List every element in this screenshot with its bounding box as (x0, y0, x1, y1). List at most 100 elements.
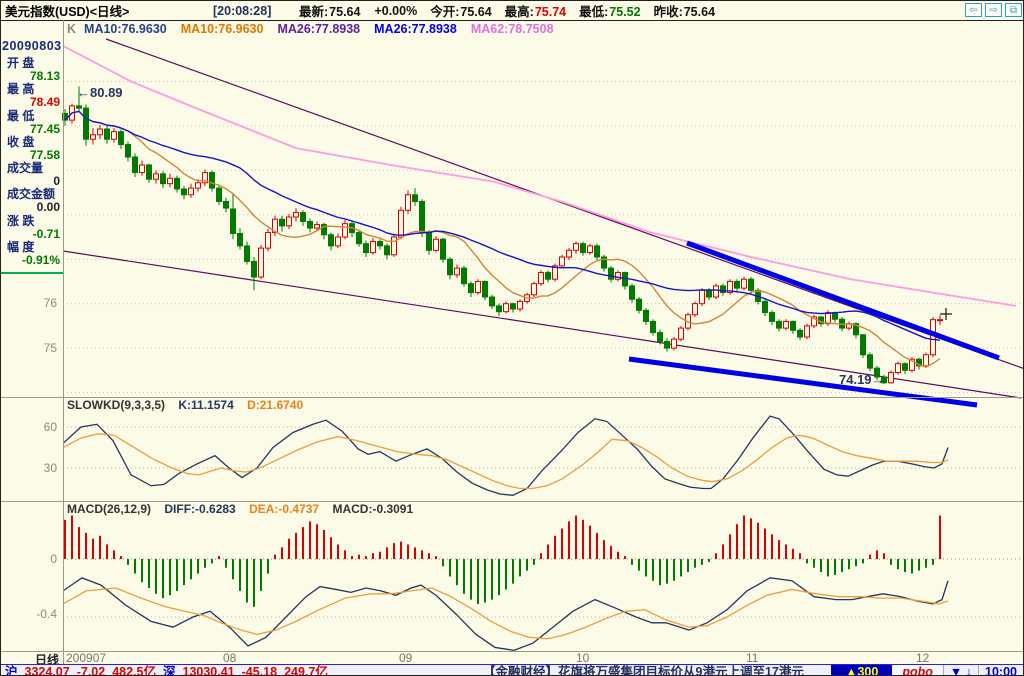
candle-body (160, 173, 166, 185)
candle-body (594, 245, 600, 258)
macd-histogram (64, 515, 941, 607)
macd-diff-value: DIFF:-0.6283 (164, 502, 236, 516)
candle-body (447, 258, 453, 276)
panel-separator-1 (1, 397, 1023, 398)
slowkd-chart[interactable] (63, 397, 1024, 501)
candle-body (937, 319, 943, 322)
candle-body (629, 285, 635, 300)
candle-body (398, 209, 404, 238)
period-selector[interactable]: 日线 (34, 653, 59, 667)
candle-body (853, 323, 859, 336)
kd-axis-30: 30 (43, 461, 57, 475)
month-label: 09 (399, 651, 413, 665)
candle-body (83, 107, 89, 140)
candle-body (916, 358, 922, 367)
ma-indicator-bar: K MA10:76.9630 MA10:76.9630 MA26:77.8938… (63, 20, 1023, 37)
candle-body (335, 236, 341, 247)
candle-body (559, 256, 565, 267)
candle-body (118, 131, 124, 146)
candle-body (412, 194, 418, 202)
dea-line (63, 587, 949, 640)
candle-body (734, 280, 740, 289)
candle-body (482, 280, 488, 298)
market-quote: 深 (162, 665, 176, 676)
candle-body (405, 194, 411, 211)
market-quote: 13030.41 (182, 665, 235, 676)
candle-body (370, 240, 376, 254)
status-time: 10:00 (978, 665, 1023, 675)
candle-body (209, 172, 215, 189)
forward-arrow-icon[interactable]: ⇨ (985, 3, 1002, 17)
price-axis-76: 76 (43, 296, 57, 310)
candle-body (426, 232, 432, 251)
status-bar: 沪 3324.07 -7.02 482.5亿深 13030.41 -45.18 249.7亿… (1, 664, 1023, 676)
quote-high: 最高:75.74 (504, 5, 567, 19)
candle-body (888, 372, 894, 384)
candle-body (825, 312, 831, 325)
kd-gridlines (63, 426, 1023, 469)
ma10-value: MA10:76.9630 (84, 21, 167, 36)
quote-last: 最新:75.64 (299, 5, 361, 19)
candle-body (510, 303, 516, 310)
price-gridlines (63, 80, 1023, 394)
candle-body (573, 243, 579, 251)
candle-body (874, 367, 880, 378)
field-row: 成交量 0 (1, 162, 63, 188)
candle-body (769, 312, 775, 322)
candle-body (790, 320, 796, 331)
cascade-windows-icon[interactable]: ⧉ (1005, 3, 1022, 17)
back-arrow-icon[interactable]: ⇦ (965, 3, 982, 17)
candle-body (391, 236, 397, 256)
candle-body (202, 172, 208, 184)
field-label: 最 高 (7, 82, 35, 97)
field-row: 收 盘 77.58 (1, 135, 63, 162)
price-axis-75: 75 (43, 341, 57, 355)
candle-body (643, 309, 649, 322)
main-candlestick-chart[interactable]: ←80.89 74.19→ (62, 37, 1024, 408)
market-quote: 249.7亿 (284, 665, 328, 676)
candle-body (503, 303, 509, 313)
field-value: -0.71 (32, 226, 60, 241)
candle-body (111, 131, 117, 140)
candle-body (678, 327, 684, 340)
field-value: 78.13 (29, 69, 60, 83)
candle-body (909, 358, 915, 371)
month-label: 10 (576, 651, 590, 665)
status-icons[interactable]: ▼ ↓ (942, 665, 978, 675)
candle-body (286, 216, 292, 227)
candle-body (636, 298, 642, 311)
ma26-value: MA26:77.8938 (277, 21, 361, 36)
candle-body (90, 134, 96, 140)
candle-body (552, 265, 558, 280)
month-label: 11 (746, 651, 759, 665)
candle-body (237, 232, 243, 247)
quote-change: +0.00% (374, 3, 418, 18)
field-row: 最 高 78.49 (1, 83, 63, 109)
candle-body (125, 144, 131, 158)
candle-body (139, 164, 145, 174)
candle-body (300, 212, 306, 222)
panel-separator-2 (1, 501, 1023, 502)
macd-chart[interactable] (63, 501, 1024, 651)
candle-body (650, 320, 656, 334)
slowkd-name: SLOWKD(9,3,3,5) (67, 398, 166, 412)
title-bar: 美元指数(USD)<日线> [20:08:28] 最新:75.64 +0.00%… (1, 1, 1023, 21)
field-label: 最 低 (7, 108, 35, 123)
candle-body (223, 200, 229, 209)
macd-dea-value: DEA:-0.4737 (249, 502, 320, 516)
candle-body (454, 267, 460, 276)
news-ticker: 【金融财经】花旗将万盛集团目标价从9港元上调至17港元 (483, 665, 804, 676)
ma10b-value: MA10:76.9630 (180, 21, 264, 36)
market-quote: -7.02 (76, 665, 106, 676)
candle-body (615, 272, 621, 280)
field-value: 0 (53, 174, 60, 189)
candle-body (146, 164, 152, 180)
ma62-value: MA62:78.7508 (470, 21, 554, 36)
sidebar-divider (1, 272, 63, 274)
candle-body (167, 177, 173, 185)
candle-body (531, 283, 537, 296)
candle-body (195, 182, 201, 189)
candle-body (342, 223, 348, 238)
macd-gridlines (63, 558, 1023, 618)
